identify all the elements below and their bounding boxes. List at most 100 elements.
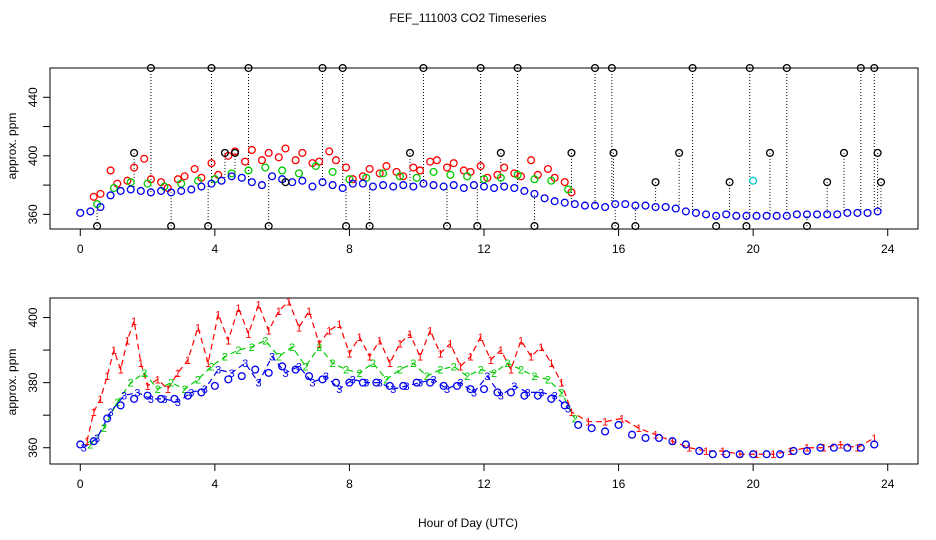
data-point-2: 2 — [370, 358, 376, 370]
data-point-1: 1 — [296, 322, 302, 334]
data-point-blue-circles — [439, 381, 448, 390]
data-point-2: 2 — [128, 378, 134, 390]
data-point-3: 3 — [242, 358, 248, 370]
x-tick-label: 20 — [746, 242, 760, 256]
data-point-black — [856, 63, 865, 73]
data-point-1: 1 — [175, 368, 181, 380]
data-point-blue — [560, 198, 569, 207]
data-point-red — [257, 156, 267, 165]
data-point-red — [426, 157, 435, 166]
data-point-black — [342, 222, 351, 231]
data-point-blue — [712, 211, 721, 220]
data-point-green — [193, 176, 203, 185]
data-point-red — [442, 163, 452, 172]
data-point-3: 3 — [256, 378, 262, 390]
data-point-black — [688, 63, 697, 73]
data-point-3: 3 — [94, 433, 100, 445]
x-tick-label: 20 — [746, 477, 760, 491]
data-point-blue-circles — [627, 430, 637, 439]
data-point-2: 2 — [558, 387, 564, 399]
data-point-blue — [318, 178, 327, 187]
data-point-blue-circles — [843, 443, 852, 452]
data-point-1: 1 — [558, 378, 564, 390]
data-point-3: 3 — [229, 368, 235, 380]
data-point-blue — [802, 210, 812, 219]
data-point-blue — [762, 211, 771, 220]
data-point-black — [823, 178, 832, 187]
data-point-3: 3 — [471, 387, 477, 399]
data-point-blue-circles — [331, 378, 341, 387]
data-point-2: 2 — [464, 371, 470, 383]
data-point-blue — [570, 200, 579, 209]
data-point-3: 3 — [538, 387, 544, 399]
data-point-3: 3 — [336, 384, 342, 396]
series-line-3 — [83, 355, 569, 449]
data-point-red — [527, 156, 536, 165]
data-point-red — [89, 192, 98, 201]
data-point-blue — [379, 181, 388, 190]
data-point-2: 2 — [397, 365, 403, 377]
data-point-1: 1 — [703, 446, 709, 458]
data-point-blue-circles — [197, 388, 206, 397]
data-point-blue-circles — [318, 375, 327, 384]
data-point-2: 2 — [208, 361, 214, 373]
data-point-black — [873, 148, 882, 157]
data-point-blue-circles — [735, 450, 744, 459]
data-point-blue — [813, 210, 822, 219]
data-point-blue — [348, 179, 357, 188]
data-point-black — [567, 148, 576, 157]
data-point-blue — [590, 201, 600, 210]
data-point-1: 1 — [737, 449, 743, 461]
data-point-blue — [479, 182, 489, 191]
data-point-black — [130, 148, 139, 157]
data-point-red — [281, 144, 290, 153]
data-point-2: 2 — [289, 342, 295, 354]
data-point-blue-circles — [829, 443, 838, 452]
data-point-blue — [792, 210, 801, 219]
data-point-3: 3 — [350, 374, 356, 386]
data-point-blue — [863, 208, 872, 217]
data-point-blue — [611, 200, 620, 209]
data-point-2: 2 — [222, 352, 228, 364]
data-point-1: 1 — [508, 365, 514, 377]
data-point-1: 1 — [131, 316, 137, 328]
data-point-blue-circles — [264, 368, 273, 377]
y-tick-label: 400 — [26, 145, 40, 165]
data-point-blue — [661, 202, 670, 212]
x-tick-label: 12 — [477, 477, 491, 491]
data-point-1: 1 — [276, 306, 282, 318]
data-point-1: 1 — [653, 430, 659, 442]
series-line-1 — [86, 300, 875, 455]
data-point-blue — [177, 186, 186, 195]
data-point-green — [496, 173, 505, 182]
data-point-blue-circles — [103, 414, 112, 423]
data-point-black — [631, 222, 640, 231]
data-point-1: 1 — [467, 352, 473, 364]
data-point-1: 1 — [518, 335, 524, 347]
data-point-1: 1 — [124, 335, 130, 347]
x-tick-label: 4 — [212, 242, 219, 256]
data-point-blue — [873, 207, 882, 216]
data-point-blue-circles — [614, 420, 623, 429]
data-point-green — [429, 167, 438, 176]
data-point-3: 3 — [215, 365, 221, 377]
data-point-blue-circles — [116, 401, 125, 410]
data-point-blue — [722, 210, 731, 219]
x-tick-label: 12 — [477, 242, 491, 256]
data-point-blue-circles — [641, 433, 650, 443]
data-point-blue — [641, 201, 650, 210]
data-point-black — [442, 222, 452, 231]
data-point-2: 2 — [316, 342, 322, 354]
data-point-blue-circles — [399, 381, 408, 390]
y-tick-label: 400 — [26, 307, 40, 327]
data-point-3: 3 — [296, 361, 302, 373]
data-point-blue — [752, 211, 761, 220]
data-point-blue-circles — [681, 440, 690, 449]
data-point-blue — [782, 211, 791, 220]
data-point-3: 3 — [309, 378, 315, 390]
data-point-1: 1 — [104, 371, 110, 383]
data-point-blue — [217, 176, 226, 185]
data-point-red — [543, 164, 552, 174]
data-point-blue-circles — [426, 378, 435, 387]
